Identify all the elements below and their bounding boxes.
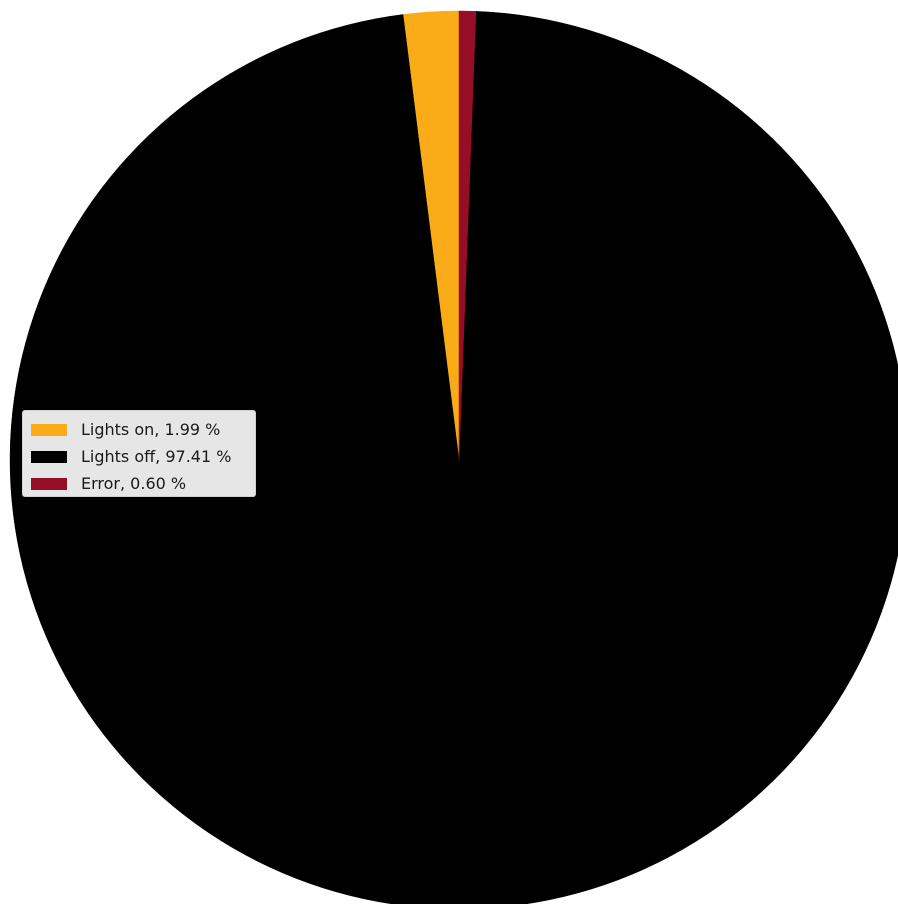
legend-label-lights-on: Lights on, 1.99 % <box>81 420 221 439</box>
legend: Lights on, 1.99 % Lights off, 97.41 % Er… <box>22 410 256 497</box>
pie-slice-error <box>458 10 477 461</box>
pie-slice-lights-off <box>9 11 898 904</box>
legend-label-lights-off: Lights off, 97.41 % <box>81 447 232 466</box>
legend-item-lights-on: Lights on, 1.99 % <box>31 416 247 443</box>
pie-slices <box>9 10 898 904</box>
legend-label-error: Error, 0.60 % <box>81 474 187 493</box>
legend-swatch-error <box>31 477 67 490</box>
legend-item-error: Error, 0.60 % <box>31 470 247 497</box>
legend-item-lights-off: Lights off, 97.41 % <box>31 443 247 470</box>
legend-swatch-lights-on <box>31 423 67 436</box>
legend-swatch-lights-off <box>31 450 67 463</box>
